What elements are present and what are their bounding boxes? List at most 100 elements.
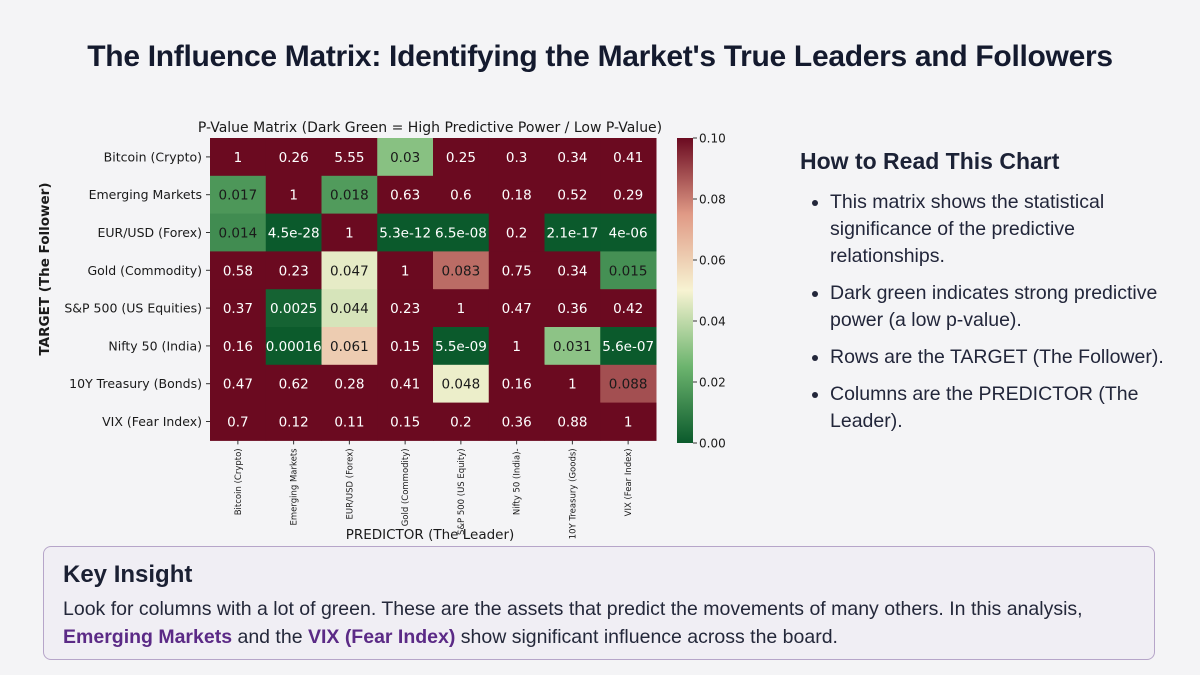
insight-text-part: and the [232, 626, 308, 648]
heatmap-cell [377, 402, 434, 441]
heatmap-cell-label: 0.048 [442, 377, 481, 393]
heatmap-cell [544, 364, 601, 404]
heatmap-cell [210, 289, 267, 328]
heatmap-cell-label: 0.088 [609, 377, 648, 393]
key-insight-title: Key Insight [63, 561, 193, 588]
colorbar-tick-label: 0.06 [699, 254, 726, 268]
heatmap-cell-label: 0.061 [330, 339, 369, 355]
heatmap-cell [265, 175, 322, 215]
heatmap-cell-label: 1 [234, 150, 243, 166]
heatmap-cell [433, 402, 490, 441]
heatmap-cell-label: 0.34 [557, 263, 587, 279]
colorbar-tick-label: 0.00 [699, 437, 726, 451]
heatmap-cell-label: 0.16 [502, 377, 532, 393]
heatmap-cell [600, 138, 657, 177]
heatmap-cell-label: 0.28 [334, 377, 364, 393]
colorbar-tick-label: 0.04 [699, 315, 726, 329]
heatmap-cell [433, 251, 490, 290]
heatmap-cell [488, 175, 545, 215]
heatmap-cell-label: 0.52 [557, 188, 587, 204]
heatmap-cell-label: 0.75 [502, 263, 532, 279]
heatmap-cell-label: 0.3 [506, 150, 527, 166]
heatmap-cell [321, 289, 378, 328]
heatmap-cell [265, 213, 322, 252]
heatmap-cell-label: 2.1e-17 [546, 226, 598, 242]
heatmap-cell [600, 175, 657, 215]
heatmap-cell-label: 0.58 [223, 263, 253, 279]
row-tick-label: Bitcoin (Crypto) [104, 149, 202, 164]
heatmap-cell-label: 0.62 [279, 377, 309, 393]
heatmap-cell [265, 327, 322, 366]
insight-text-part: show significant influence across the bo… [455, 626, 838, 648]
y-axis-label: TARGET (The Follower) [37, 183, 53, 356]
heatmap-cell-label: 1 [289, 188, 298, 204]
heatmap-cell [433, 138, 490, 177]
heatmap-cell [265, 138, 322, 177]
column-tick-label: Emerging Markets [290, 448, 300, 526]
how-to-read-list: This matrix shows the statistical signif… [800, 189, 1180, 435]
how-to-read-panel: How to Read This Chart This matrix shows… [800, 148, 1180, 445]
heatmap-cell-label: 0.047 [330, 263, 369, 279]
heatmap-cell [321, 138, 378, 177]
heatmap-cell-label: 0.017 [219, 188, 258, 204]
insight-highlight-vix: VIX (Fear Index) [307, 626, 456, 648]
heatmap-cell-label: 1 [624, 415, 633, 431]
heatmap-cell-label: 0.23 [279, 263, 309, 279]
row-tick-labels: Bitcoin (Crypto) Emerging Markets EUR/USD … [64, 149, 210, 429]
heatmap-cell-label: 0.16 [223, 339, 253, 355]
how-to-read-bullet: Rows are the TARGET (The Follower). [830, 344, 1180, 371]
heatmap-cell [377, 251, 434, 290]
heatmap-cell-label: 0.0025 [270, 301, 317, 317]
heatmap-cell-label: 0.41 [390, 377, 420, 393]
heatmap-cell-label: 0.15 [390, 339, 420, 355]
heatmap-cell-label: 0.11 [334, 415, 364, 431]
heatmap-cell [544, 289, 601, 328]
heatmap-cell [600, 402, 657, 441]
heatmap-cell [210, 138, 267, 177]
row-tick-label: 10Y Treasury (Bonds) [69, 376, 202, 391]
column-tick-label: 10Y Treasury (Goods) [568, 448, 578, 539]
heatmap-cell-label: 5.3e-12 [379, 226, 431, 242]
heatmap-cell [544, 402, 601, 441]
heatmap-cell-label: 0.03 [390, 150, 420, 166]
heatmap-cell-label: 4e-06 [609, 226, 648, 242]
colorbar-tick-label: 0.10 [699, 132, 726, 146]
heatmap-cell [433, 289, 490, 328]
heatmap-cell-label: 0.36 [557, 301, 587, 317]
heatmap-cell [544, 175, 601, 215]
heatmap-cell-label: 1 [401, 263, 410, 279]
row-tick-label: Nifty 50 (India) [108, 338, 202, 353]
heatmap-cell [377, 289, 434, 328]
heatmap-cell [488, 251, 545, 290]
heatmap-cell-label: 0.18 [502, 188, 532, 204]
heatmap-cell-label: 0.12 [279, 415, 309, 431]
heatmap-cell-label: 0.42 [613, 301, 643, 317]
key-insight-text: Look for columns with a lot of green. Th… [63, 595, 1135, 651]
heatmap-cell [377, 213, 434, 252]
heatmap-cell-label: 5.5e-09 [435, 339, 487, 355]
heatmap-cell [210, 364, 267, 404]
heatmap-cell [210, 327, 267, 366]
heatmap-cell-label: 5.55 [334, 150, 364, 166]
heatmap-cell-label: 1 [568, 377, 577, 393]
heatmap-cell [321, 213, 378, 252]
heatmap-cell-label: 0.25 [446, 150, 476, 166]
pvalue-heatmap-chart: 1 0.26 5.55 0.03 0.25 0.3 0.34 0.41 0.017 1 0.018 0… [37, 120, 726, 543]
column-tick-label: S&P 500 (US Equity) [457, 448, 467, 535]
heatmap-cell [265, 289, 322, 328]
heatmap-cell-label: 4.5e-28 [268, 226, 320, 242]
heatmap-cell [433, 213, 490, 252]
heatmap-cell-label: 0.47 [223, 377, 253, 393]
heatmap-cell-label: 0.47 [502, 301, 532, 317]
column-tick-label: Bitcoin (Crypto) [234, 448, 244, 515]
heatmap-cell-label: 0.031 [553, 339, 592, 355]
heatmap-cell [377, 364, 434, 404]
heatmap-cell-label: 0.083 [442, 263, 481, 279]
heatmap-cell [600, 251, 657, 290]
heatmap-cell [544, 138, 601, 177]
colorbar-tick-label: 0.08 [699, 193, 726, 207]
heatmap-cell [377, 327, 434, 366]
heatmap-cell-label: 0.044 [330, 301, 369, 317]
heatmap-cell [544, 251, 601, 290]
heatmap-cell [321, 175, 378, 215]
